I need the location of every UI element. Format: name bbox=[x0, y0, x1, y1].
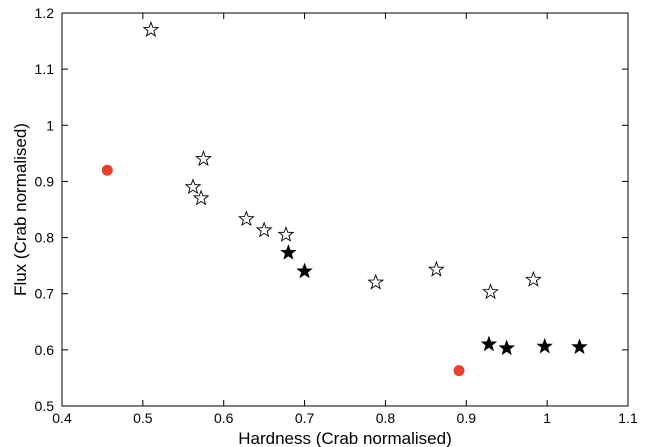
data-point-open-star bbox=[277, 225, 295, 242]
data-point-open-star bbox=[367, 273, 385, 290]
plot-area bbox=[61, 12, 629, 407]
axis-ticks bbox=[61, 12, 629, 407]
data-point-circle bbox=[101, 164, 113, 176]
data-point-open-star bbox=[255, 221, 273, 238]
y-tick-label: 0.7 bbox=[35, 286, 55, 302]
data-point-filled-star bbox=[571, 338, 588, 355]
y-axis-label: Flux (Crab normalised) bbox=[11, 123, 30, 296]
x-tick-label: 0.8 bbox=[376, 410, 396, 426]
y-tick-label: 0.9 bbox=[35, 173, 55, 189]
x-tick-labels: 0.4 0.5 0.6 0.7 0.8 0.9 1 1.1 bbox=[52, 410, 638, 426]
y-tick-label: 0.5 bbox=[35, 398, 55, 414]
data-point-open-star bbox=[525, 270, 542, 287]
data-point-filled-star bbox=[498, 339, 515, 356]
x-tick-label: 1 bbox=[543, 410, 551, 426]
y-tick-label: 1.2 bbox=[35, 5, 55, 21]
data-point-filled-star bbox=[536, 337, 553, 354]
data-point-circle bbox=[453, 365, 465, 377]
data-markers bbox=[101, 21, 588, 377]
x-tick-label: 0.5 bbox=[133, 410, 153, 426]
y-tick-label: 1.1 bbox=[35, 61, 55, 77]
y-tick-label: 0.8 bbox=[35, 230, 55, 246]
x-axis-label: Hardness (Crab normalised) bbox=[238, 429, 452, 447]
data-point-open-star bbox=[195, 150, 212, 167]
data-point-open-star bbox=[192, 189, 210, 206]
y-tick-label: 0.6 bbox=[35, 342, 55, 358]
data-point-open-star bbox=[142, 21, 160, 37]
data-point-open-star bbox=[427, 260, 445, 277]
x-tick-label: 0.9 bbox=[457, 410, 477, 426]
x-tick-label: 0.6 bbox=[214, 410, 234, 426]
x-tick-label: 0.7 bbox=[295, 410, 315, 426]
x-tick-label: 0.4 bbox=[52, 410, 72, 426]
y-tick-labels: 0.5 0.6 0.7 0.8 0.9 1 1.1 1.2 bbox=[35, 5, 55, 414]
data-point-open-star bbox=[237, 210, 255, 227]
y-tick-label: 1 bbox=[46, 117, 54, 133]
data-point-filled-star bbox=[480, 335, 498, 352]
data-point-filled-star bbox=[280, 244, 297, 260]
x-tick-label: 1.1 bbox=[618, 410, 638, 426]
data-point-filled-star bbox=[296, 262, 313, 279]
data-point-open-star bbox=[184, 178, 202, 195]
data-point-open-star bbox=[482, 283, 499, 300]
